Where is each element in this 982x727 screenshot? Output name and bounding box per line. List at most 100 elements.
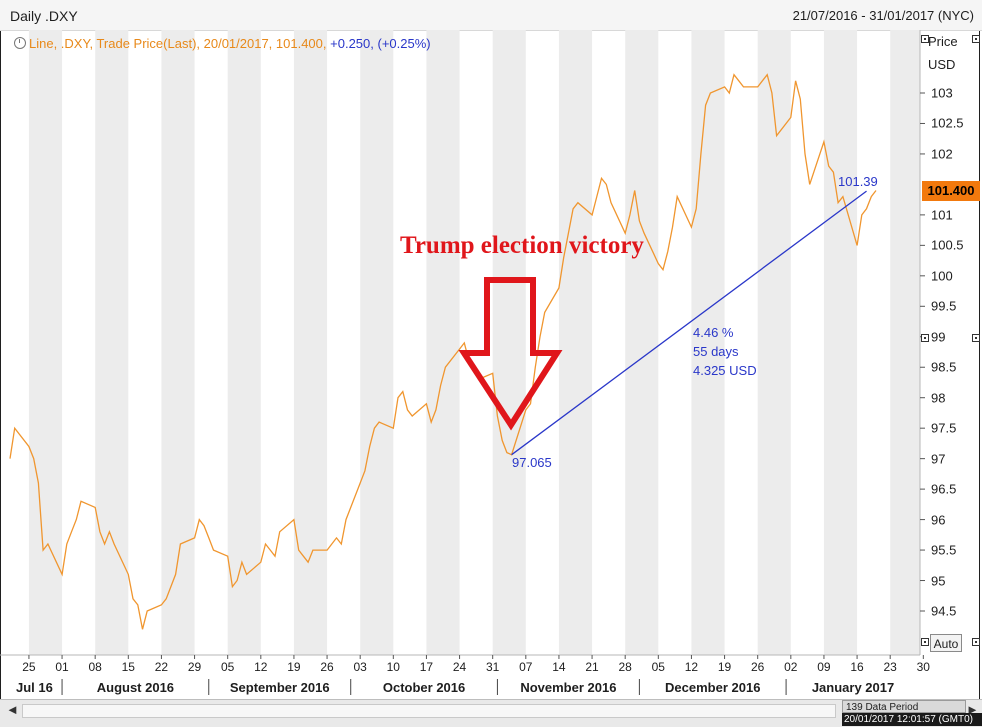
x-tick-label: 07 xyxy=(519,660,533,674)
y-tick-label: 99.5 xyxy=(931,298,957,314)
week-band xyxy=(426,30,460,655)
month-label: December 2016 xyxy=(665,680,761,695)
y-tick-label: 96 xyxy=(931,512,946,528)
week-band xyxy=(161,30,195,655)
week-band xyxy=(95,30,129,655)
last-price-badge: 101.400 xyxy=(922,180,980,201)
trend-end-label: 101.39 xyxy=(838,174,878,189)
clock-icon xyxy=(14,37,26,49)
trend-line xyxy=(511,190,867,456)
x-tick-label: 05 xyxy=(220,660,235,674)
week-band xyxy=(691,30,725,655)
y-tick-label: 94.5 xyxy=(931,603,957,619)
y-tick-label: 98 xyxy=(931,390,946,406)
y-tick-label: 102 xyxy=(931,146,953,162)
x-tick-label: 19 xyxy=(287,660,301,674)
month-label: Jul 16 xyxy=(16,680,53,695)
x-tick-label: 26 xyxy=(751,660,765,674)
date-range[interactable]: 21/07/2016 - 31/01/2017 (NYC) xyxy=(792,8,974,23)
legend-change-text: +0.250, (+0.25%) xyxy=(330,36,431,51)
y-tick-label: 103 xyxy=(931,85,953,101)
x-tick-label: 15 xyxy=(121,660,135,674)
x-tick-label: 09 xyxy=(817,660,831,674)
chart-title: Daily .DXY xyxy=(10,8,78,24)
month-label: October 2016 xyxy=(382,680,466,695)
trend-start-label: 97.065 xyxy=(512,455,552,470)
x-tick-label: 28 xyxy=(618,660,632,674)
y-tick-label: 100 xyxy=(931,268,953,284)
week-band xyxy=(227,30,261,655)
auto-scale-button[interactable]: Auto xyxy=(930,634,962,652)
week-band xyxy=(625,30,659,655)
x-tick-label: 25 xyxy=(22,660,36,674)
x-tick-label: 21 xyxy=(585,660,599,674)
series-legend[interactable]: Line, .DXY, Trade Price(Last), 20/01/201… xyxy=(14,36,431,51)
week-band xyxy=(28,30,63,655)
x-tick-label: 23 xyxy=(883,660,897,674)
y-tick-label: 102.5 xyxy=(931,115,964,131)
month-label: January 2017 xyxy=(811,680,895,695)
week-band xyxy=(757,30,791,655)
x-tick-marks xyxy=(28,655,924,695)
axis-handle-bottom[interactable] xyxy=(921,638,929,646)
x-tick-label: 10 xyxy=(386,660,400,674)
axis-handle-top-right[interactable] xyxy=(972,35,980,43)
title-bar: Daily .DXY 21/07/2016 - 31/01/2017 (NYC) xyxy=(0,0,982,31)
y-tick-marks xyxy=(920,92,925,612)
week-band xyxy=(558,30,593,655)
y-tick-label: 95 xyxy=(931,573,946,589)
x-tick-label: 12 xyxy=(684,660,699,674)
trend-stat-change: 4.325 USD xyxy=(693,363,757,378)
x-tick-label: 31 xyxy=(486,660,500,674)
x-tick-label: 30 xyxy=(916,660,930,674)
y-axis-title-unit: USD xyxy=(928,57,956,72)
x-tick-label: 08 xyxy=(88,660,102,674)
y-tick-label: 95.5 xyxy=(931,542,957,558)
month-label: November 2016 xyxy=(520,680,617,695)
week-band xyxy=(360,30,394,655)
x-tick-label: 02 xyxy=(784,660,798,674)
week-band xyxy=(293,30,328,655)
y-tick-label: 98.5 xyxy=(931,359,957,375)
timestamp-readout: 20/01/2017 12:01:57 (GMT0) xyxy=(842,713,982,726)
scroll-left-arrow-icon[interactable]: ◄ xyxy=(6,702,19,717)
week-band xyxy=(823,30,858,655)
down-arrow-icon xyxy=(458,277,563,431)
month-label: August 2016 xyxy=(96,680,175,695)
x-tick-label: 24 xyxy=(452,660,467,674)
x-tick-label: 29 xyxy=(187,660,202,674)
month-bands xyxy=(28,30,920,655)
data-period-button[interactable]: 139 Data Period xyxy=(842,700,966,713)
trend-stat-days: 55 days xyxy=(693,344,739,359)
y-tick-label: 97.5 xyxy=(931,420,957,436)
week-band xyxy=(890,30,920,655)
x-tick-label: 16 xyxy=(850,660,864,674)
y-tick-label: 100.5 xyxy=(931,237,964,253)
x-tick-label: 05 xyxy=(651,660,665,674)
axis-handle-mid-right[interactable] xyxy=(972,334,980,342)
x-tick-label: 14 xyxy=(552,660,566,674)
week-band xyxy=(492,30,526,655)
x-tick-label: 26 xyxy=(320,660,334,674)
x-tick-label: 22 xyxy=(154,660,169,674)
y-tick-label: 101 xyxy=(931,207,953,223)
legend-series-text: Line, .DXY, Trade Price(Last), 20/01/201… xyxy=(29,36,327,51)
axis-handle-top[interactable] xyxy=(921,35,929,43)
time-scrollbar[interactable] xyxy=(22,704,836,718)
y-tick-label: 97 xyxy=(931,451,946,467)
x-tick-label: 19 xyxy=(717,660,732,674)
annotation-headline: Trump election victory xyxy=(400,232,644,259)
axis-handle-mid[interactable] xyxy=(921,334,929,342)
x-tick-label: 03 xyxy=(353,660,367,674)
x-tick-label: 01 xyxy=(55,660,69,674)
x-tick-label: 12 xyxy=(254,660,268,674)
y-tick-label: 96.5 xyxy=(931,481,957,497)
x-tick-label: 17 xyxy=(419,660,434,674)
price-line xyxy=(9,73,877,630)
month-label: September 2016 xyxy=(229,680,330,695)
axis-handle-bottom-right[interactable] xyxy=(972,638,980,646)
trend-stat-percent: 4.46 % xyxy=(693,325,734,340)
y-axis-title-price: Price xyxy=(928,34,958,49)
y-tick-label: 99 xyxy=(931,329,946,345)
